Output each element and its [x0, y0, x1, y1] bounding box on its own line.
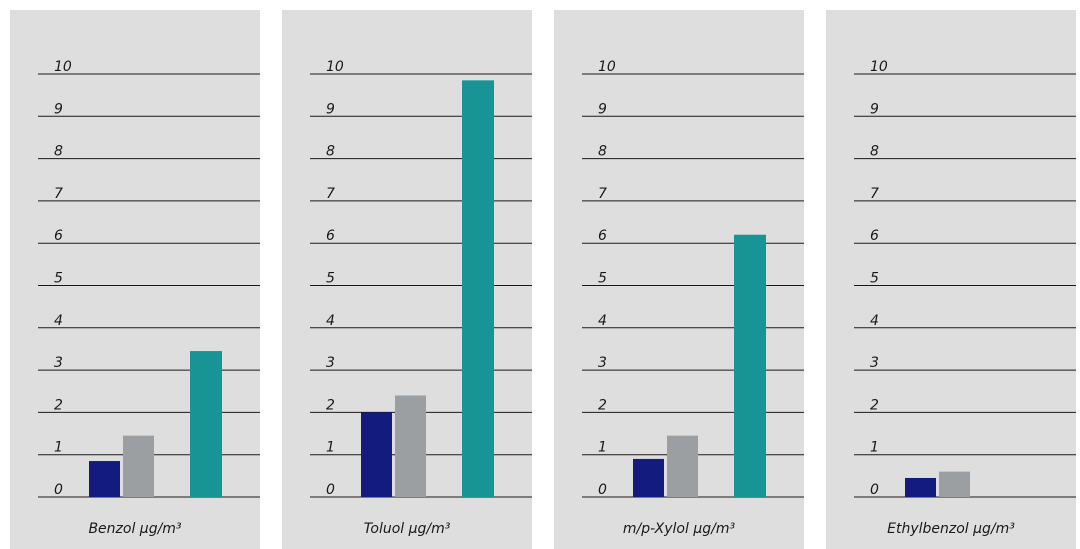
- y-tick-label: 2: [54, 397, 63, 413]
- x-axis-label: Ethylbenzol µg/m³: [887, 521, 1015, 537]
- y-tick-label: 5: [326, 271, 335, 287]
- y-tick-label: 7: [870, 186, 879, 202]
- y-tick-label: 1: [326, 440, 335, 456]
- chart-panel-benzol: 0 1 2 3 4 5 6 7 8 9 10 Benzol µg/m³: [10, 10, 260, 549]
- y-tick-label: 9: [870, 101, 879, 117]
- y-tick-label: 6: [326, 228, 335, 244]
- y-tick-label: 8: [870, 144, 879, 160]
- y-tick-label: 10: [326, 59, 344, 75]
- y-tick-label: 8: [326, 144, 335, 160]
- y-tick-label: 10: [598, 59, 616, 75]
- y-tick-label: 3: [870, 355, 879, 371]
- y-tick-label: 2: [326, 397, 335, 413]
- y-tick-label: 0: [326, 482, 335, 498]
- y-tick-label: 10: [54, 59, 72, 75]
- y-tick-label: 0: [54, 482, 63, 498]
- bar: [361, 412, 392, 497]
- y-tick-label: 7: [54, 186, 63, 202]
- bar: [667, 435, 698, 497]
- y-tick-label: 6: [598, 228, 607, 244]
- y-tick-label: 5: [870, 271, 879, 287]
- chart-panel-xylol: 0 1 2 3 4 5 6 7 8 9 10 m/p-Xylol µg/m³: [554, 10, 804, 549]
- y-tick-label: 4: [326, 313, 335, 329]
- y-tick-label: 9: [326, 101, 335, 117]
- chart-plot: 0 1 2 3 4 5 6 7 8 9 10: [38, 59, 260, 498]
- y-tick-label: 9: [54, 101, 63, 117]
- y-tick-label: 1: [598, 440, 607, 456]
- y-tick-label: 2: [870, 397, 879, 413]
- y-tick-label: 6: [54, 228, 63, 244]
- bar: [462, 80, 494, 497]
- y-tick-label: 6: [870, 228, 879, 244]
- y-tick-label: 4: [54, 313, 63, 329]
- x-axis-label: Benzol µg/m³: [88, 521, 182, 537]
- x-axis-label: m/p-Xylol µg/m³: [622, 521, 736, 537]
- bar: [939, 471, 970, 497]
- y-tick-label: 3: [54, 355, 63, 371]
- y-tick-label: 3: [326, 355, 335, 371]
- y-tick-label: 0: [598, 482, 607, 498]
- x-axis-label: Toluol µg/m³: [363, 521, 451, 537]
- chart-plot: 0 1 2 3 4 5 6 7 8 9 10: [582, 59, 804, 498]
- y-tick-label: 7: [326, 186, 335, 202]
- y-tick-label: 3: [598, 355, 607, 371]
- bar: [190, 351, 222, 497]
- bar: [633, 458, 664, 497]
- y-tick-label: 10: [870, 59, 888, 75]
- chart-panel-ethylbenzol: 0 1 2 3 4 5 6 7 8 9 10 Ethylbenzol µg/m³: [826, 10, 1076, 549]
- y-tick-label: 8: [54, 144, 63, 160]
- y-tick-label: 0: [870, 482, 879, 498]
- bar: [89, 461, 120, 497]
- chart-plot: 0 1 2 3 4 5 6 7 8 9 10: [854, 59, 1076, 498]
- y-tick-label: 2: [598, 397, 607, 413]
- chart-plot: 0 1 2 3 4 5 6 7 8 9 10: [310, 59, 532, 498]
- y-tick-label: 1: [870, 440, 879, 456]
- y-tick-label: 8: [598, 144, 607, 160]
- y-tick-label: 5: [54, 271, 63, 287]
- chart-panel-toluol: 0 1 2 3 4 5 6 7 8 9 10 Toluol µg/m³: [282, 10, 532, 549]
- y-tick-label: 1: [54, 440, 63, 456]
- y-tick-label: 4: [598, 313, 607, 329]
- y-tick-label: 9: [598, 101, 607, 117]
- bar: [123, 435, 154, 497]
- y-tick-label: 7: [598, 186, 607, 202]
- y-tick-label: 4: [870, 313, 879, 329]
- y-tick-label: 5: [598, 271, 607, 287]
- bar: [395, 395, 426, 497]
- bar: [734, 234, 766, 498]
- bar: [905, 477, 936, 497]
